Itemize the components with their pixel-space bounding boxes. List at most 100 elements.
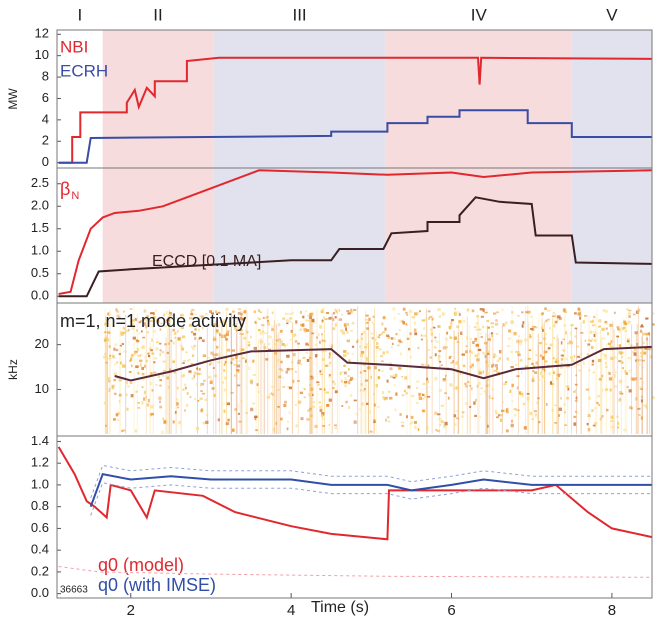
spectrogram-pixel xyxy=(159,342,162,345)
spectrogram-pixel xyxy=(429,316,432,318)
spectrogram-pixel xyxy=(209,380,213,384)
spectrogram-pixel xyxy=(295,320,298,324)
spectrogram-pixel xyxy=(553,337,556,339)
spectrogram-pixel xyxy=(264,332,268,334)
spectrogram-pixel xyxy=(503,324,506,327)
spectrogram-pixel xyxy=(209,310,212,313)
spectrogram-pixel xyxy=(274,352,278,355)
spectrogram-pixel xyxy=(129,308,133,310)
spectrogram-pixel xyxy=(518,391,521,395)
spectrogram-pixel xyxy=(212,336,216,339)
spectrogram-pixel xyxy=(231,357,235,361)
spectrogram-pixel xyxy=(215,310,217,314)
spectrogram-pixel xyxy=(190,310,193,314)
spectrogram-pixel xyxy=(311,332,315,335)
spectrogram-pixel xyxy=(213,323,216,327)
y-tick-label: 0 xyxy=(42,154,49,169)
spectrogram-pixel xyxy=(134,318,138,322)
spectrogram-pixel xyxy=(417,428,420,431)
phase-label: V xyxy=(606,5,618,24)
spectrogram-pixel xyxy=(475,328,479,331)
spectrogram-pixel xyxy=(437,413,441,416)
spectrogram-pixel xyxy=(197,337,201,341)
spectrogram-pixel xyxy=(332,312,336,315)
spectrogram-pixel xyxy=(558,407,562,412)
spectrogram-pixel xyxy=(182,362,185,364)
spectrogram-pixel xyxy=(640,325,644,328)
spectrogram-pixel xyxy=(282,386,286,388)
phase-shade xyxy=(571,168,652,303)
spectrogram-pixel xyxy=(593,339,597,342)
spectrogram-pixel xyxy=(125,329,129,333)
spectrogram-pixel xyxy=(319,408,323,413)
spectrogram-pixel xyxy=(458,320,462,324)
spectrogram-pixel xyxy=(373,418,376,421)
spectrogram-pixel xyxy=(545,343,548,346)
spectrogram-pixel xyxy=(554,320,558,324)
spectrogram-pixel xyxy=(297,342,300,345)
spectrogram-pixel xyxy=(123,350,127,353)
spectrogram-pixel xyxy=(257,309,261,313)
spectrogram-pixel xyxy=(563,403,566,406)
spectrogram-pixel xyxy=(356,339,359,342)
spectrogram-pixel xyxy=(349,393,353,397)
spectrogram-pixel xyxy=(371,320,374,325)
spectrogram-pixel xyxy=(259,340,263,344)
spectrogram-pixel xyxy=(437,358,440,362)
spectrogram-pixel xyxy=(150,312,154,315)
spectrogram-pixel xyxy=(501,308,504,312)
spectrogram-pixel xyxy=(161,350,165,354)
spectrogram-pixel xyxy=(272,428,275,432)
spectrogram-pixel xyxy=(394,408,397,411)
spectrogram-pixel xyxy=(542,328,544,332)
spectrogram-pixel xyxy=(212,337,217,341)
spectrogram-pixel xyxy=(479,416,481,418)
spectrogram-pixel xyxy=(478,328,482,331)
spectrogram-pixel xyxy=(159,379,163,382)
spectrogram-pixel xyxy=(409,332,412,336)
spectrogram-pixel xyxy=(104,339,107,342)
spectrogram-pixel xyxy=(610,420,614,422)
spectrogram-pixel xyxy=(385,396,388,400)
spectrogram-pixel xyxy=(268,393,271,397)
spectrogram-pixel xyxy=(623,428,627,432)
spectrogram-pixel xyxy=(197,317,200,321)
spectrogram-pixel xyxy=(225,307,229,311)
spectrogram-pixel xyxy=(265,317,268,320)
spectrogram-pixel xyxy=(316,336,318,339)
spectrogram-pixel xyxy=(297,380,300,382)
spectrogram-pixel xyxy=(245,412,248,414)
spectrogram-pixel xyxy=(334,308,337,312)
series-line xyxy=(90,464,652,499)
spectrogram-pixel xyxy=(505,429,509,433)
spectrogram-pixel xyxy=(328,356,331,359)
spectrogram-pixel xyxy=(314,354,318,358)
spectrogram-pixel xyxy=(230,323,234,327)
spectrogram-pixel xyxy=(118,393,122,397)
spectrogram-pixel xyxy=(459,371,462,375)
spectrogram-pixel xyxy=(406,313,409,316)
spectrogram-pixel xyxy=(586,353,589,356)
spectrogram-pixel xyxy=(162,375,165,377)
spectrogram-pixel xyxy=(355,412,359,416)
y-tick-label: 0.8 xyxy=(31,498,49,513)
spectrogram-pixel xyxy=(592,319,595,323)
phase-shade xyxy=(213,30,386,168)
spectrogram-pixel xyxy=(545,319,548,322)
spectrogram-pixel xyxy=(157,375,161,378)
spectrogram-pixel xyxy=(151,324,155,328)
spectrogram-pixel xyxy=(453,423,457,426)
spectrogram-pixel xyxy=(230,391,234,394)
spectrogram-pixel xyxy=(255,429,259,432)
spectrogram-pixel xyxy=(599,417,602,421)
spectrogram-pixel xyxy=(504,381,508,384)
spectrogram-pixel xyxy=(292,379,295,384)
spectrogram-pixel xyxy=(108,380,111,383)
spectrogram-pixel xyxy=(233,363,237,366)
spectrogram-pixel xyxy=(305,351,308,354)
y-tick-label: 2.5 xyxy=(31,175,49,190)
spectrogram-pixel xyxy=(371,336,374,340)
spectrogram-pixel xyxy=(144,364,146,368)
spectrogram-pixel xyxy=(506,357,509,361)
spectrogram-pixel xyxy=(624,370,627,373)
